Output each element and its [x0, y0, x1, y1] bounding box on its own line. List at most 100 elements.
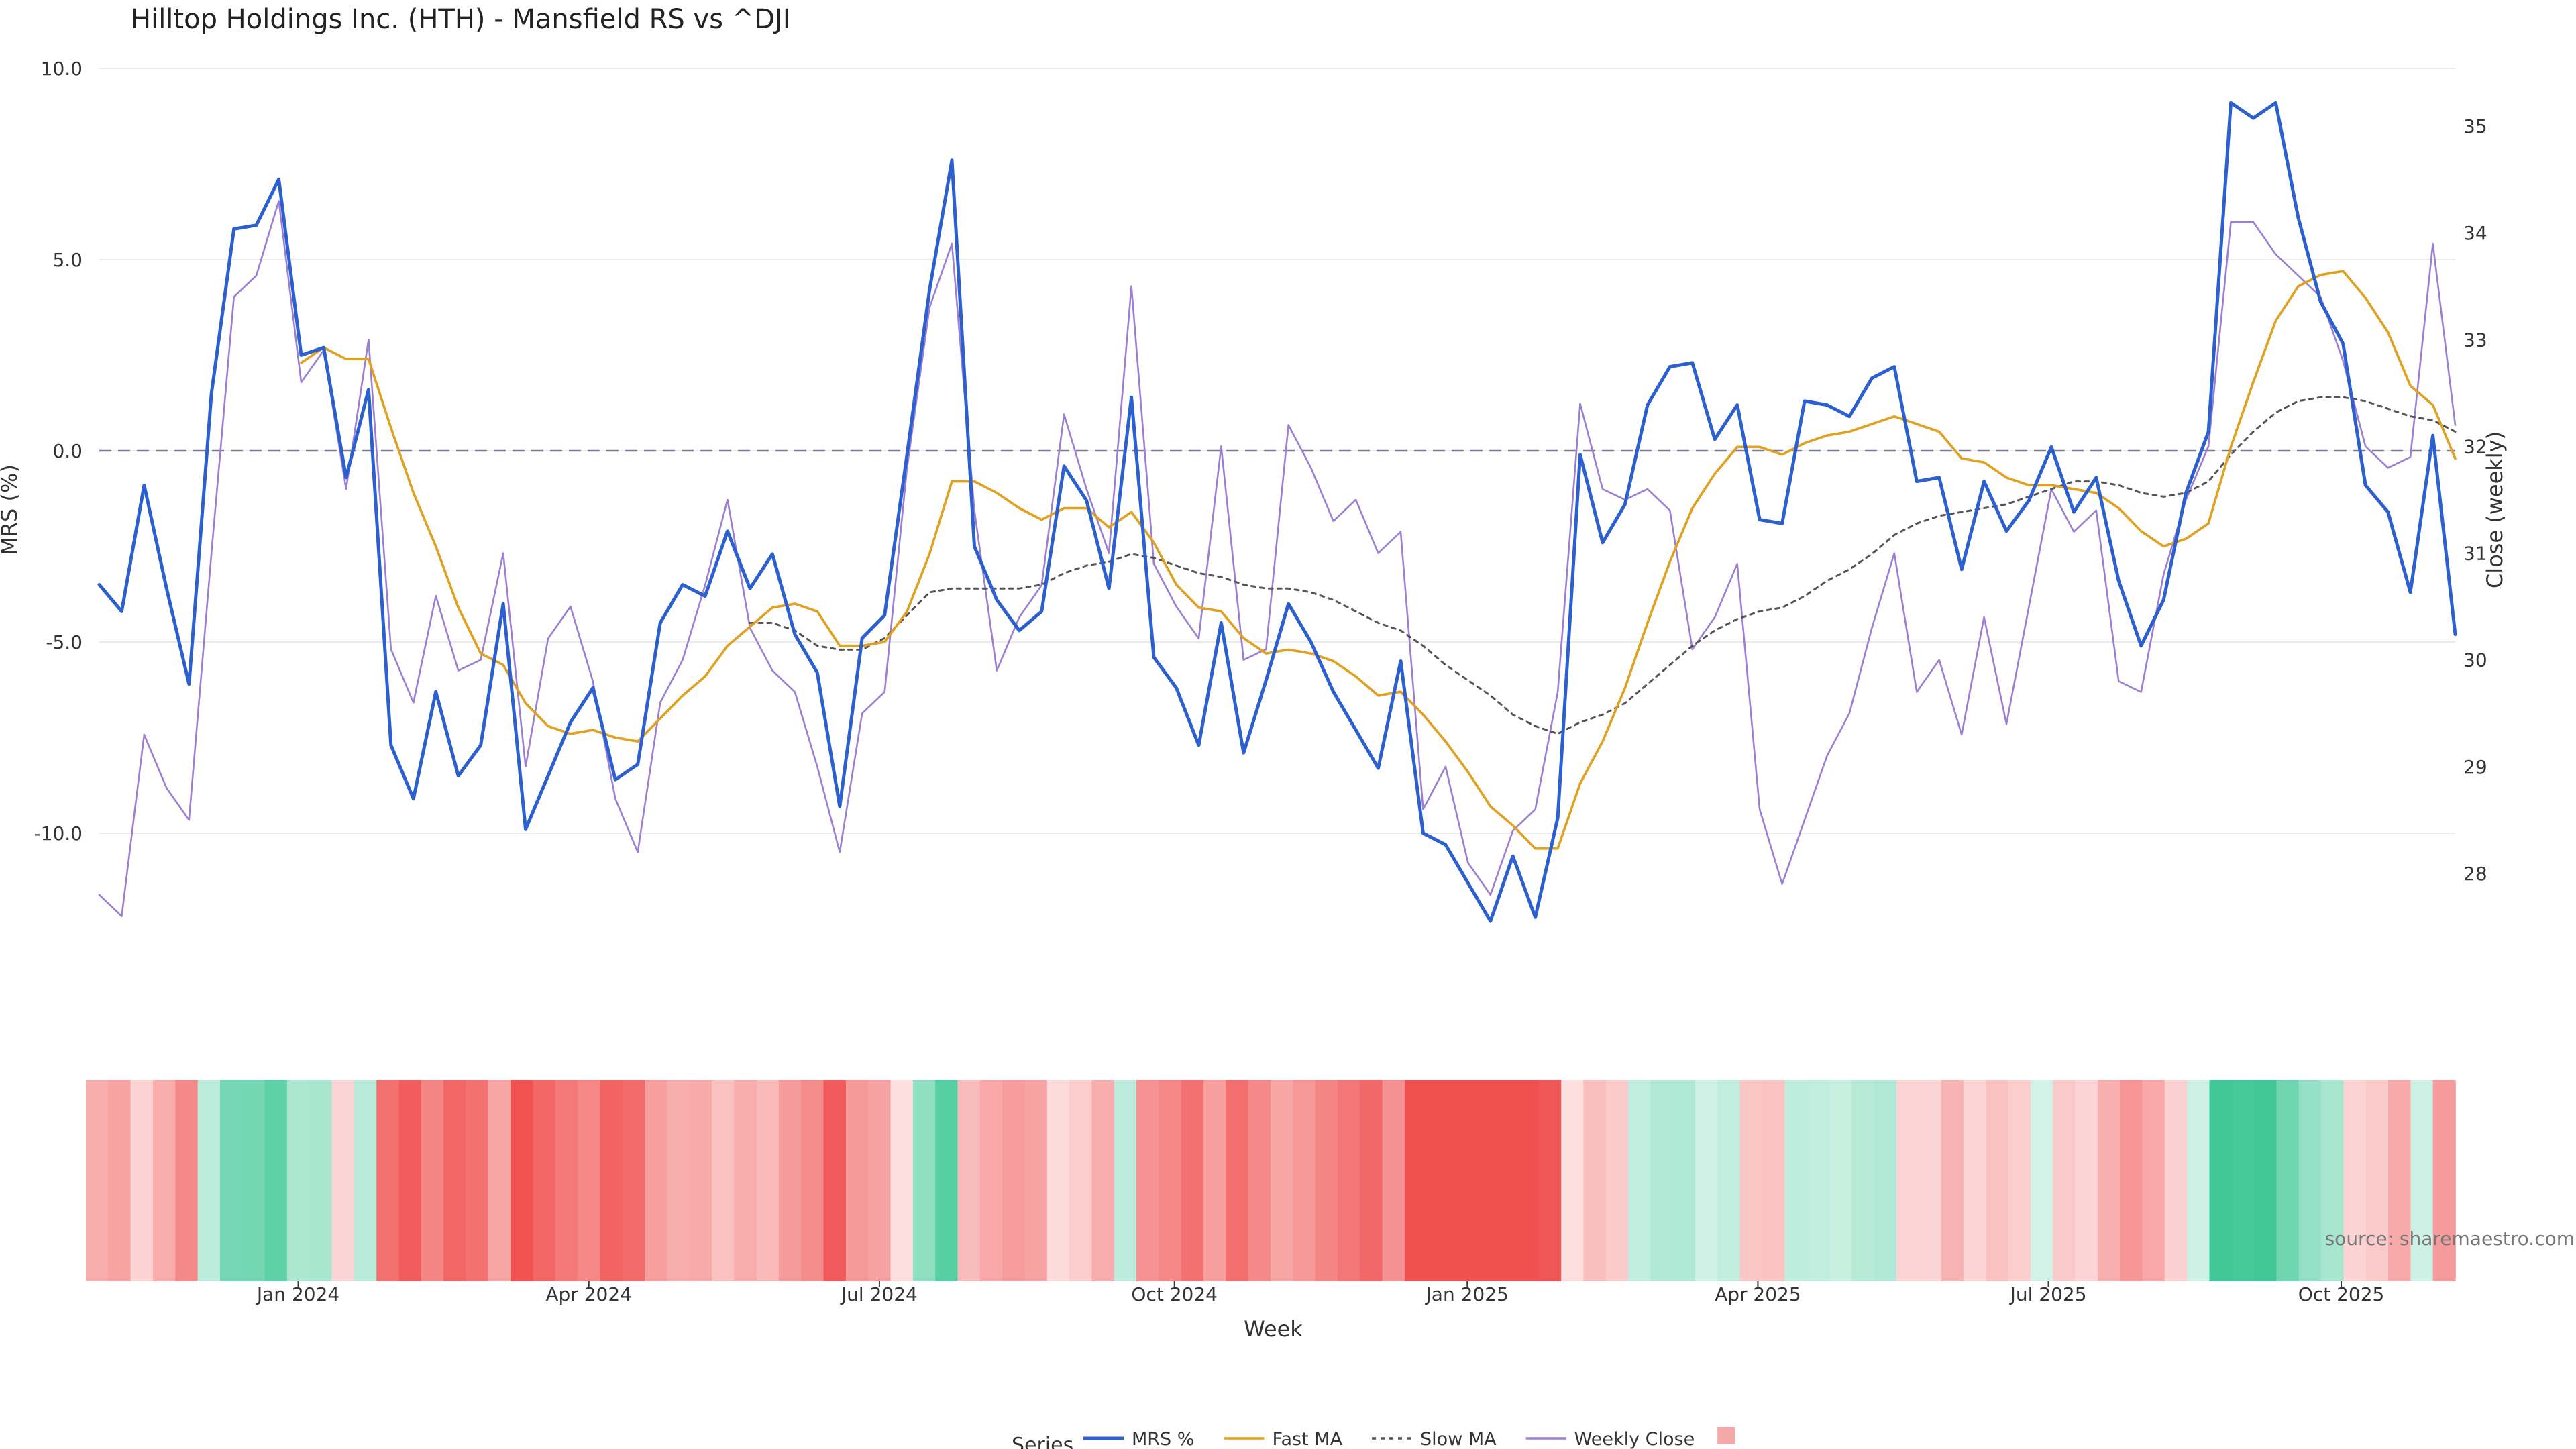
heat-cell [1941, 1080, 1964, 1281]
heat-cell [622, 1080, 645, 1281]
right-y-tick-label: 32 [2463, 435, 2487, 458]
heat-cell [1024, 1080, 1048, 1281]
heat-cell [2432, 1080, 2456, 1281]
heat-cell [421, 1080, 444, 1281]
source-credit: source: sharemaestro.com [2325, 1228, 2575, 1250]
heat-cell [443, 1080, 467, 1281]
heat-cell [1114, 1080, 1137, 1281]
x-tick-label: Jul 2024 [840, 1283, 918, 1305]
right-y-tick-label: 33 [2463, 329, 2487, 351]
heat-cell [823, 1080, 847, 1281]
heat-cell [1315, 1080, 1338, 1281]
left-y-tick-label: 5.0 [52, 249, 83, 271]
heat-cell [1829, 1080, 1853, 1281]
heat-cell [153, 1080, 176, 1281]
heat-cell [756, 1080, 780, 1281]
legend-heat-swatch [1717, 1427, 1735, 1444]
x-tick-label: Oct 2024 [1131, 1283, 1218, 1305]
x-tick-label: Jan 2024 [256, 1283, 339, 1305]
heat-cell [1762, 1080, 1786, 1281]
x-tick-label: Apr 2025 [1715, 1283, 1801, 1305]
series-line-fast-ma [300, 270, 2457, 850]
series-line-slow-ma [749, 396, 2457, 735]
legend-label: Weekly Close [1574, 1429, 1695, 1449]
heat-cell [1404, 1080, 1428, 1281]
heat-cell [734, 1080, 757, 1281]
heat-cell [1807, 1080, 1830, 1281]
heat-cell [555, 1080, 578, 1281]
left-y-tick-label: 10.0 [41, 58, 83, 80]
legend-label: Fast MA [1272, 1429, 1342, 1449]
heat-cell [2321, 1080, 2345, 1281]
x-tick-label: Jan 2025 [1425, 1283, 1509, 1305]
heat-cell [667, 1080, 690, 1281]
heat-cell [1538, 1080, 1562, 1281]
heat-cell [376, 1080, 400, 1281]
heat-cell [1002, 1080, 1026, 1281]
heat-cell [801, 1080, 824, 1281]
x-tick-label: Jul 2025 [2009, 1283, 2087, 1305]
heat-cell [1516, 1080, 1540, 1281]
heat-cell [1203, 1080, 1227, 1281]
heat-cell [2008, 1080, 2031, 1281]
heat-cell [645, 1080, 668, 1281]
heat-cell [1986, 1080, 2009, 1281]
heat-cell [2254, 1080, 2277, 1281]
heat-cell [1248, 1080, 1271, 1281]
legend: Series MRS % Fast MA Slow MA Weekly Close [1012, 1427, 1735, 1449]
x-axis-label: Week [1244, 1316, 1303, 1342]
heat-cell [1293, 1080, 1316, 1281]
right-y-axis-ticks: 35 34 33 32 31 30 29 28 [2463, 115, 2487, 885]
heat-cell [1159, 1080, 1182, 1281]
heat-strip [86, 1080, 2456, 1281]
heat-cell [1091, 1080, 1115, 1281]
heat-cell [1360, 1080, 1383, 1281]
heat-cell [2142, 1080, 2165, 1281]
heat-cell [2343, 1080, 2367, 1281]
heat-cell [1919, 1080, 1942, 1281]
heat-cell [354, 1080, 377, 1281]
heat-cell [197, 1080, 221, 1281]
series-lines [97, 101, 2457, 923]
x-tick-label: Oct 2025 [2298, 1283, 2385, 1305]
heat-cell [1226, 1080, 1249, 1281]
heat-cell [2231, 1080, 2255, 1281]
left-y-axis-ticks: 10.0 5.0 0.0 -5.0 -10.0 [34, 58, 83, 845]
heat-cell [1271, 1080, 1294, 1281]
right-y-tick-label: 29 [2463, 756, 2487, 778]
heat-cell [935, 1080, 959, 1281]
heat-cell [1896, 1080, 1920, 1281]
heat-cell [1471, 1080, 1495, 1281]
heat-cell [175, 1080, 199, 1281]
heat-cell [2298, 1080, 2322, 1281]
heat-cell [86, 1080, 109, 1281]
x-axis-ticks: Jan 2024 Apr 2024 Jul 2024 Oct 2024 Jan 2025… [256, 1281, 2384, 1305]
left-y-tick-label: -10.0 [34, 822, 83, 845]
heat-cell [1494, 1080, 1517, 1281]
heat-cell [1739, 1080, 1763, 1281]
heat-cell [1382, 1080, 1405, 1281]
heat-cell [2097, 1080, 2121, 1281]
x-tick-label: Apr 2024 [545, 1283, 632, 1305]
heat-cell [1583, 1080, 1607, 1281]
heat-cell [2187, 1080, 2210, 1281]
heat-cell [264, 1080, 288, 1281]
heat-cell [219, 1080, 243, 1281]
heat-cell [845, 1080, 869, 1281]
heat-cell [1628, 1080, 1652, 1281]
heat-cell [600, 1080, 623, 1281]
heat-cell [778, 1080, 802, 1281]
heat-cell [957, 1080, 981, 1281]
heat-cell [2276, 1080, 2300, 1281]
heat-cell [1181, 1080, 1204, 1281]
heat-cell [689, 1080, 712, 1281]
heat-cell [1717, 1080, 1741, 1281]
right-y-tick-label: 30 [2463, 649, 2487, 672]
heat-cell [511, 1080, 534, 1281]
heat-cell [2365, 1080, 2389, 1281]
heat-cell [1851, 1080, 1875, 1281]
heat-cell [1695, 1080, 1719, 1281]
heat-cell [1605, 1080, 1629, 1281]
grid-lines [99, 68, 2455, 834]
